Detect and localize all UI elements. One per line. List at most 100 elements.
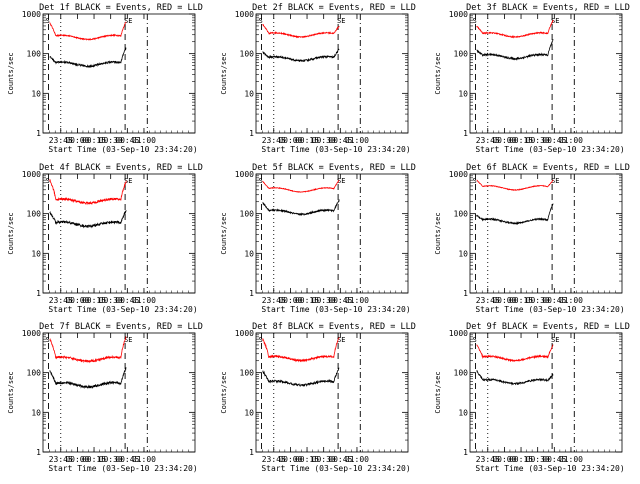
events-series-line [262,48,340,63]
x-axis-label: Start Time (03-Sep-10 23:34:20) [261,305,410,314]
x-tick-label: 00:45 [328,296,352,305]
detector-panel-4: Det 4f BLACK = Events, RED = LLD 1 10 100 10… [7,163,203,314]
events-series-line [476,370,554,386]
y-axis-label: Counts/sec [220,371,228,413]
y-tick-label: 100 [27,210,42,219]
y-tick-label: 1 [36,448,41,457]
y-tick-label: 1000 [449,329,468,338]
detector-panel-7: Det 7f BLACK = Events, RED = LLD 1 10 100 10… [7,322,203,473]
interval-start-glyph: S [258,336,262,344]
x-tick-label: 00:00 [65,455,89,464]
y-tick-label: 10 [458,89,468,98]
x-tick-label: 23:45 [476,136,500,145]
x-tick-label: 00:15 [295,455,319,464]
interval-end-glyph: SE [551,336,559,344]
plot-frame [42,332,196,453]
x-tick-label: 00:00 [65,136,89,145]
x-tick-label: 23:45 [49,296,73,305]
plot-frame [42,173,196,294]
interval-end-glyph: SE [124,336,132,344]
x-axis-label: Start Time (03-Sep-10 23:34:20) [261,464,410,473]
detector-panel-1: Det 1f BLACK = Events, RED = LLD 1 10 100 10… [7,3,203,154]
y-tick-label: 1 [249,289,254,298]
x-tick-label: 23:45 [262,455,286,464]
events-series-line [49,210,127,229]
x-axis-label: Start Time (03-Sep-10 23:34:20) [475,464,624,473]
interval-start-glyph: S [472,177,476,185]
lld-series-line [262,23,340,39]
y-tick-label: 1 [36,129,41,138]
x-tick-label: 00:45 [542,136,566,145]
events-series-line [49,47,127,69]
x-tick-label: 00:15 [82,136,106,145]
detector-panel-8: Det 8f BLACK = Events, RED = LLD 1 10 100 10… [220,322,416,473]
plot-frame [255,13,409,134]
events-series-line [49,367,127,390]
interval-start-glyph: S [258,17,262,25]
plot-frame [469,173,623,294]
detector-panel-5: Det 5f BLACK = Events, RED = LLD 1 10 100 10… [220,163,416,314]
y-tick-label: 1000 [449,10,468,19]
x-tick-label: 00:30 [312,455,336,464]
x-tick-label: 23:45 [262,136,286,145]
interval-end-glyph: SE [337,177,345,185]
x-tick-label: 00:30 [312,296,336,305]
plot-frame [42,13,196,134]
interval-start-glyph: S [472,17,476,25]
panel-title: Det 9f BLACK = Events, RED = LLD [466,322,630,332]
interval-start-glyph: S [45,177,49,185]
x-tick-label: 00:00 [278,296,302,305]
lld-series-line [49,336,127,364]
x-tick-label: 00:45 [542,296,566,305]
y-axis-label: Counts/sec [7,52,15,94]
x-tick-label: 00:00 [492,455,516,464]
lld-series-line [262,179,340,193]
y-tick-label: 100 [454,369,469,378]
y-tick-label: 1 [463,289,468,298]
x-tick-label: 00:00 [492,136,516,145]
x-axis-label: Start Time (03-Sep-10 23:34:20) [48,305,197,314]
lld-series-line [476,19,554,39]
y-axis-label: Counts/sec [7,212,15,254]
events-series-line [476,203,554,226]
y-axis-label: Counts/sec [7,371,15,413]
interval-end-glyph: SE [337,336,345,344]
x-tick-label: 00:15 [295,136,319,145]
events-series-line [262,367,340,388]
lld-series-line [476,344,554,363]
y-tick-label: 100 [454,50,469,59]
y-tick-label: 10 [31,408,41,417]
y-tick-label: 10 [31,249,41,258]
x-tick-label: 23:45 [476,455,500,464]
x-tick-label: 00:30 [526,455,550,464]
y-tick-label: 10 [244,89,254,98]
interval-end-glyph: SE [551,17,559,25]
interval-end-glyph: SE [124,17,132,25]
y-tick-label: 100 [27,369,42,378]
x-axis-label: Start Time (03-Sep-10 23:34:20) [48,464,197,473]
y-tick-label: 1 [463,448,468,457]
y-tick-label: 10 [244,408,254,417]
y-tick-label: 1 [249,448,254,457]
x-axis-label: Start Time (03-Sep-10 23:34:20) [475,145,624,154]
interval-end-glyph: SE [551,177,559,185]
panel-title: Det 4f BLACK = Events, RED = LLD [39,163,203,173]
plot-frame [255,332,409,453]
y-tick-label: 1 [36,289,41,298]
panel-title: Det 3f BLACK = Events, RED = LLD [466,3,630,13]
y-tick-label: 1 [249,129,254,138]
x-tick-label: 23:45 [476,296,500,305]
x-tick-label: 01:00 [559,455,583,464]
x-tick-label: 01:00 [345,136,369,145]
x-tick-label: 00:15 [509,136,533,145]
x-tick-label: 00:45 [328,455,352,464]
x-tick-label: 00:15 [295,296,319,305]
x-tick-label: 00:30 [99,455,123,464]
y-tick-label: 1000 [235,170,254,179]
events-series-line [476,39,554,61]
x-tick-label: 00:15 [509,296,533,305]
x-tick-label: 00:30 [526,296,550,305]
x-tick-label: 23:45 [262,296,286,305]
y-axis-label: Counts/sec [434,371,442,413]
x-tick-label: 00:45 [115,136,139,145]
